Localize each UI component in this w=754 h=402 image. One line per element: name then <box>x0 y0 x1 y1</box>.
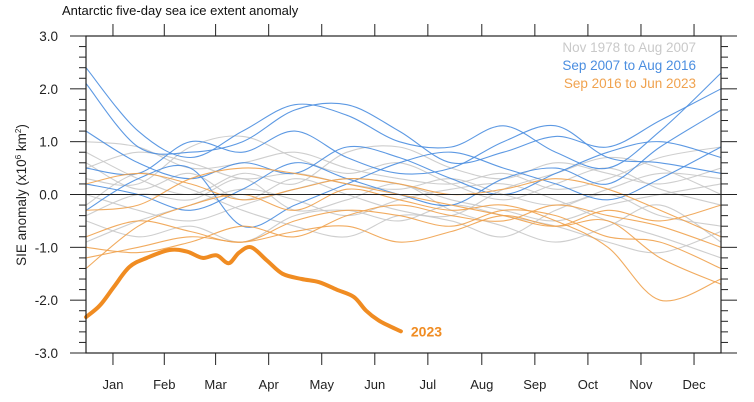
x-tick-label: Sep <box>523 377 546 392</box>
series-line-group2-5 <box>85 215 722 285</box>
series-line-group1-5 <box>85 146 722 228</box>
x-tick-label: May <box>309 377 334 392</box>
x-tick-label: Jul <box>420 377 437 392</box>
chart-title: Antarctic five-day sea ice extent anomal… <box>62 3 299 18</box>
x-tick-label: Nov <box>629 377 653 392</box>
x-tick-label: Jun <box>364 377 385 392</box>
x-tick-label: Aug <box>470 377 493 392</box>
series-line-group0-3 <box>85 204 722 254</box>
y-tick-label: 2.0 <box>39 82 58 97</box>
x-tick-label: Jan <box>102 377 123 392</box>
y-tick-label: 0.0 <box>39 188 58 203</box>
x-tick-label: Feb <box>153 377 175 392</box>
series-line-group1-0 <box>85 67 722 170</box>
series-line-group1-2 <box>85 124 722 176</box>
series-line-group2-2 <box>85 204 722 254</box>
y-axis-label-mid: km <box>14 133 29 155</box>
series-line-group0-9 <box>85 178 722 243</box>
y-axis-label-main: SIE anomaly (x10 <box>14 159 29 266</box>
y-tick-label: 1.0 <box>39 135 58 150</box>
x-tick-label: Oct <box>578 377 599 392</box>
y-axis-label-end: ) <box>14 124 29 129</box>
series-line-group2-3 <box>85 172 722 238</box>
x-tick-label: Dec <box>682 377 706 392</box>
series-line-group2-1 <box>85 209 722 270</box>
legend-entry-1978-2007: Nov 1978 to Aug 2007 <box>562 40 696 55</box>
legend-entry-2016-2023: Sep 2016 to Jun 2023 <box>564 76 696 91</box>
y-axis-label: SIE anomaly (x106 km2) <box>14 124 29 266</box>
legend: Nov 1978 to Aug 2007 Sep 2007 to Aug 201… <box>562 40 696 91</box>
series-line-group1-1 <box>85 83 722 165</box>
series-line-group2-0 <box>85 188 722 302</box>
y-tick-label: -1.0 <box>35 240 58 255</box>
legend-entry-2007-2016: Sep 2007 to Aug 2016 <box>562 58 696 73</box>
x-tick-label: Mar <box>204 377 227 392</box>
y-tick-label: -3.0 <box>35 346 58 361</box>
series-line-2023 <box>84 245 403 334</box>
axes: 3.0 2.0 1.0 0.0 -1.0 -2.0 -3.0 Jan Feb Mar Apr May J… <box>35 24 737 392</box>
series-layer <box>84 67 722 334</box>
y-tick-label: -2.0 <box>35 293 58 308</box>
x-tick-label: Apr <box>259 377 280 392</box>
y-axis-label-sup2: 2 <box>14 128 23 133</box>
label-2023: 2023 <box>411 323 442 339</box>
y-axis-label-sup1: 6 <box>14 154 23 159</box>
y-tick-label: 3.0 <box>39 29 58 44</box>
